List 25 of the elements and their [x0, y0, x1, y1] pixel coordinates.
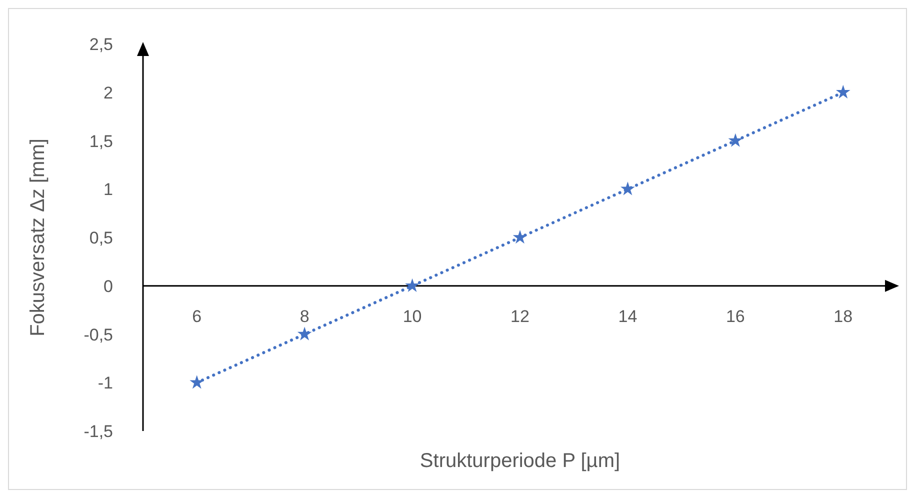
- x-tick-label: 14: [618, 306, 638, 326]
- point: [836, 84, 850, 98]
- y-tick-label: 1: [104, 180, 113, 200]
- point: [512, 230, 528, 244]
- y-tick-label: 2: [104, 83, 113, 102]
- x-tick-label: 10: [402, 306, 422, 326]
- x-tick-label: 16: [726, 306, 745, 326]
- y-tick-label: 0: [104, 276, 113, 296]
- point: [297, 326, 312, 340]
- y-tick-label: -1: [98, 374, 113, 393]
- point: [620, 182, 635, 196]
- y-tick-label: -1,5: [84, 422, 113, 442]
- x-tick-label: 8: [300, 306, 310, 326]
- y-axis-title: Fokusversatz Δz [mm]: [27, 138, 50, 336]
- y-tick-label: 0,5: [89, 228, 113, 248]
- x-tick-label: 12: [510, 306, 530, 326]
- y-tick-label: 2,5: [89, 35, 113, 54]
- x-axis-title: Strukturperiode P [µm]: [420, 450, 620, 472]
- point: [405, 278, 420, 292]
- y-tick-label: -0,5: [84, 325, 113, 344]
- x-tick-label: 6: [192, 306, 202, 326]
- x-tick-label: 18: [834, 306, 853, 326]
- point: [728, 133, 743, 147]
- point: [190, 375, 204, 389]
- y-tick-label: 1,5: [89, 132, 113, 151]
